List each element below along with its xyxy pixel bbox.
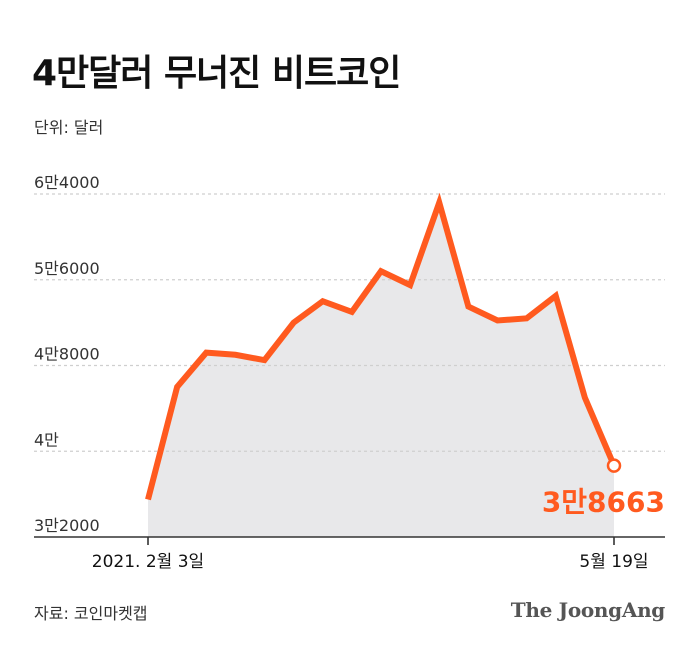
unit-label: 단위: 달러 [34, 118, 104, 137]
data-point [379, 269, 384, 274]
data-point [233, 352, 238, 357]
data-point [437, 200, 442, 205]
data-point [320, 299, 325, 304]
y-tick-label: 4만8000 [34, 345, 100, 364]
y-tick-label: 4만 [34, 430, 59, 449]
y-tick-label: 3만2000 [34, 516, 100, 535]
source-label: 자료: 코인마켓캡 [34, 604, 148, 623]
y-tick-label: 5만6000 [34, 259, 100, 278]
data-point [553, 293, 558, 298]
data-point [204, 350, 209, 355]
x-tick-label: 5월 19일 [579, 552, 648, 572]
data-point [349, 309, 354, 314]
data-point [466, 304, 471, 309]
area-fill [148, 202, 614, 537]
data-point [524, 316, 529, 321]
series-line [145, 192, 617, 501]
data-point [175, 384, 180, 389]
data-point [408, 283, 413, 288]
x-tick-label: 2021. 2월 3일 [92, 552, 204, 572]
end-point-marker [606, 458, 622, 473]
end-value-label: 3만8663 [542, 486, 665, 519]
data-point [582, 395, 587, 400]
y-tick-label: 6만4000 [34, 173, 100, 192]
brand-logo: The JoongAng [510, 598, 666, 622]
chart-title: 4만달러 무너진 비트코인 [32, 53, 401, 94]
data-point [495, 318, 500, 323]
data-point [291, 320, 296, 325]
data-point [146, 497, 151, 502]
data-point [262, 358, 267, 363]
